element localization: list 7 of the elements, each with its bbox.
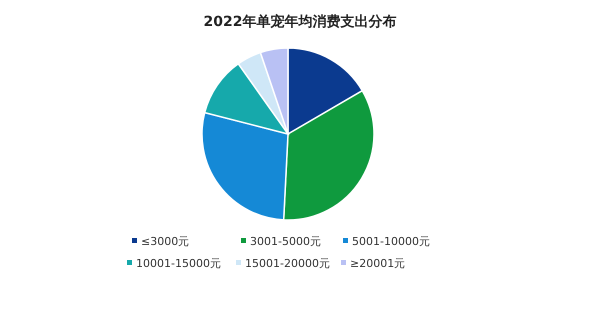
legend-label: 10001-15000元 (136, 257, 221, 270)
legend-label: 15001-20000元 (245, 257, 330, 270)
legend-label: 3001-5000元 (250, 235, 321, 248)
legend-label: ≥20001元 (350, 257, 406, 270)
chart-title: 2022年单宠年均消费支出分布 (204, 13, 396, 30)
legend-label: ≤3000元 (141, 235, 190, 248)
legend-label: 5001-10000元 (352, 235, 430, 248)
